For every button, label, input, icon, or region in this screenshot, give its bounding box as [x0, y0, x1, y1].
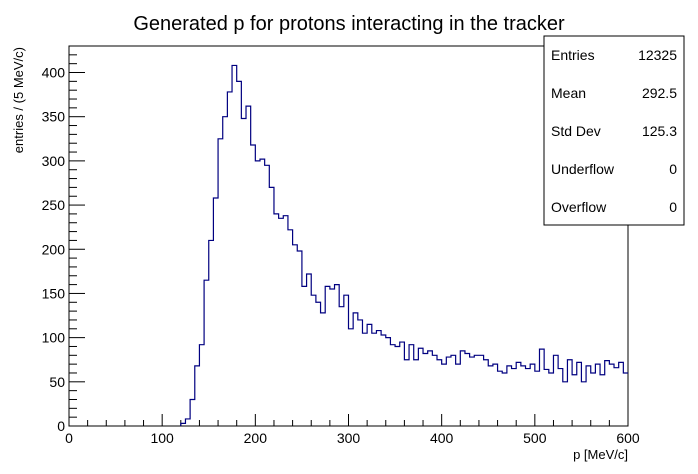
y-tick-label: 0: [57, 418, 65, 434]
x-tick-label: 0: [65, 430, 73, 446]
stats-label: Std Dev: [551, 123, 601, 139]
stats-value: 125.3: [642, 123, 677, 139]
stats-box-frame: [543, 35, 685, 226]
y-tick-label: 400: [42, 65, 66, 81]
stats-value: 12325: [638, 47, 677, 63]
y-tick-label: 300: [42, 153, 66, 169]
y-tick-label: 50: [49, 374, 65, 390]
y-tick-label: 250: [42, 197, 66, 213]
x-tick-label: 600: [616, 430, 640, 446]
y-tick-label: 200: [42, 241, 66, 257]
chart-title: Generated p for protons interacting in t…: [133, 13, 565, 35]
stats-label: Entries: [551, 47, 595, 63]
y-tick-label: 150: [42, 285, 66, 301]
stats-value: 0: [669, 199, 677, 215]
stats-label: Underflow: [551, 161, 615, 177]
stats-box: Entries 12325 Mean 292.5 Std Dev 125.3 Underfl…: [543, 35, 685, 226]
stats-label: Mean: [551, 85, 586, 101]
x-tick-label: 500: [523, 430, 547, 446]
stats-value: 292.5: [642, 85, 677, 101]
y-tick-label: 350: [42, 109, 66, 125]
x-tick-label: 100: [150, 430, 174, 446]
y-tick-label: 100: [42, 330, 66, 346]
y-axis-title: entries / (5 MeV/c): [11, 47, 26, 153]
x-tick-label: 300: [337, 430, 361, 446]
x-tick-label: 400: [430, 430, 454, 446]
x-axis: 0 100 200 300 400 500 600: [65, 414, 640, 446]
histogram-outline: [180, 64, 628, 426]
x-axis-title: p [MeV/c]: [573, 447, 628, 462]
stats-value: 0: [669, 161, 677, 177]
stats-label: Overflow: [551, 199, 607, 215]
y-axis: 0 50 100 150 200 250 300 350 400: [42, 45, 85, 434]
x-tick-label: 200: [244, 430, 268, 446]
